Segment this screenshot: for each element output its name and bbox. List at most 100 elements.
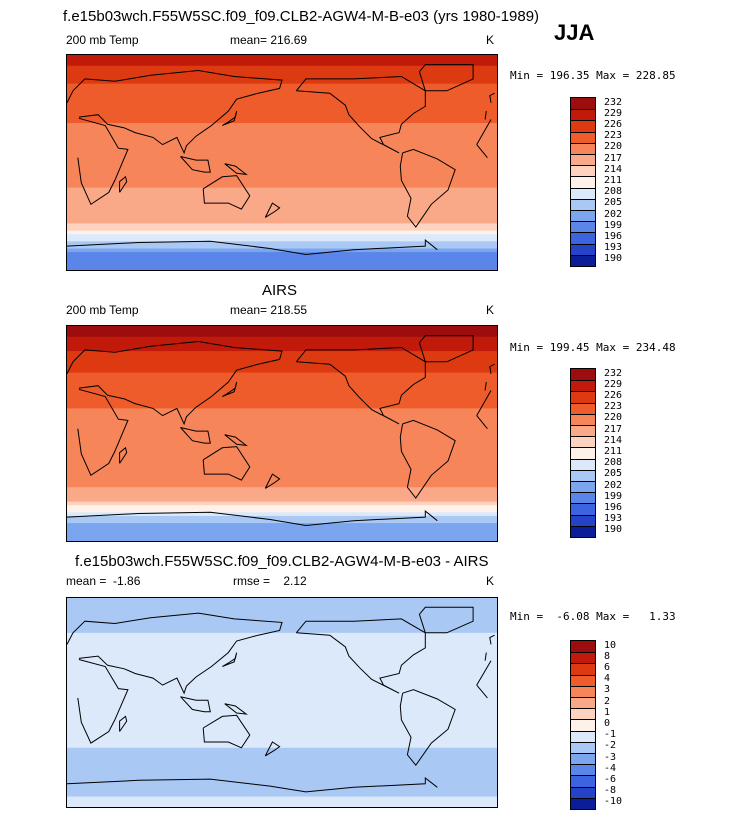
field-band: [67, 800, 497, 805]
field-band: [67, 657, 497, 662]
field-band: [67, 740, 497, 745]
field-band: [67, 358, 497, 363]
field-band: [67, 515, 497, 521]
panel3-colorbar: [570, 640, 596, 810]
colorbar-tick-label: -1: [604, 729, 617, 741]
field-band: [67, 173, 497, 178]
field-band: [67, 194, 497, 199]
field-band: [67, 796, 497, 801]
field-band: [67, 401, 497, 406]
colorbar-cell: [571, 753, 595, 765]
field-band: [67, 87, 497, 92]
field-band: [67, 130, 497, 135]
field-band: [67, 643, 497, 648]
field-band: [67, 351, 497, 356]
field-band: [67, 688, 497, 693]
field-band: [67, 667, 497, 672]
field-band: [67, 761, 497, 766]
field-band: [67, 241, 497, 246]
colorbar-cell: [571, 492, 595, 504]
colorbar-cell: [571, 154, 595, 166]
field-band: [67, 768, 497, 773]
panel2-map: [66, 325, 498, 542]
colorbar-tick-label: -2: [604, 740, 617, 752]
field-band: [67, 412, 497, 417]
field-band: [67, 533, 497, 539]
field-band: [67, 618, 497, 623]
colorbar-tick-label: 190: [604, 253, 623, 265]
panel2-minmax: Min = 199.45 Max = 234.48: [510, 341, 676, 354]
colorbar-tick-label: 10: [604, 639, 617, 651]
field-band: [67, 101, 497, 106]
colorbar-cell: [571, 109, 595, 121]
field-band: [67, 779, 497, 784]
colorbar-cell: [571, 525, 595, 537]
field-band: [67, 622, 497, 627]
colorbar-cell: [571, 120, 595, 132]
panel3-minmax: Min = -6.08 Max = 1.33: [510, 610, 676, 623]
field-band: [67, 526, 497, 531]
colorbar-cell: [571, 764, 595, 776]
field-band: [67, 737, 497, 742]
colorbar-tick-label: -6: [604, 774, 617, 785]
colorbar-cell: [571, 503, 595, 515]
coastline-newguinea: [224, 163, 248, 176]
field-band: [67, 636, 497, 641]
field-band: [67, 201, 497, 207]
coastline-uk: [489, 92, 495, 103]
field-band: [67, 455, 497, 460]
colorbar-tick-label: 205: [604, 468, 623, 480]
field-band: [67, 347, 497, 352]
field-band: [67, 723, 497, 728]
field-band: [67, 726, 497, 731]
field-band: [67, 83, 497, 88]
field-band: [67, 227, 497, 232]
field-band: [67, 169, 497, 174]
panel1-variable: 200 mb Temp: [66, 33, 139, 47]
field-band: [67, 365, 497, 370]
colorbar-tick-label: 205: [604, 197, 623, 209]
field-band: [67, 69, 497, 74]
coastline-indonesia: [180, 156, 211, 173]
panel2-title: AIRS: [262, 282, 298, 299]
colorbar-tick-label: 1: [604, 706, 611, 718]
coastline-samerica: [399, 419, 456, 499]
field-band: [67, 601, 497, 606]
field-band: [67, 733, 497, 738]
panel2-mean: mean= 218.55: [230, 303, 308, 317]
colorbar-tick-label: 6: [604, 662, 611, 673]
field-band: [67, 98, 497, 103]
field-band: [67, 744, 497, 749]
coastline-antarctic: [67, 239, 438, 256]
panel3-mean: mean = -1.86: [66, 574, 141, 588]
field-band: [67, 336, 497, 341]
coastline-greenland: [418, 606, 474, 634]
field-band: [67, 252, 497, 257]
field-band: [67, 747, 497, 752]
field-band: [67, 465, 497, 470]
colorbar-tick-label: 211: [604, 175, 623, 186]
field-band: [67, 664, 497, 669]
field-band: [67, 494, 497, 499]
field-band: [67, 523, 497, 528]
colorbar-tick-label: 226: [604, 119, 623, 130]
colorbar-cell: [571, 176, 595, 188]
season-label: JJA: [554, 20, 595, 45]
colorbar-tick-label: 190: [604, 524, 623, 536]
field-band: [67, 144, 497, 149]
field-band: [67, 469, 497, 474]
field-band: [67, 76, 497, 81]
field-band: [67, 390, 497, 395]
colorbar-cell: [571, 254, 595, 266]
field-band: [67, 422, 497, 427]
field-band: [67, 508, 497, 513]
field-band: [67, 685, 497, 690]
field-band: [67, 730, 497, 735]
colorbar-tick-label: 199: [604, 490, 623, 502]
field-band: [67, 530, 497, 535]
field-band: [67, 462, 497, 467]
colorbar-tick-label: 8: [604, 650, 611, 662]
field-band: [67, 447, 497, 453]
field-band: [67, 505, 497, 510]
field-band: [67, 386, 497, 392]
